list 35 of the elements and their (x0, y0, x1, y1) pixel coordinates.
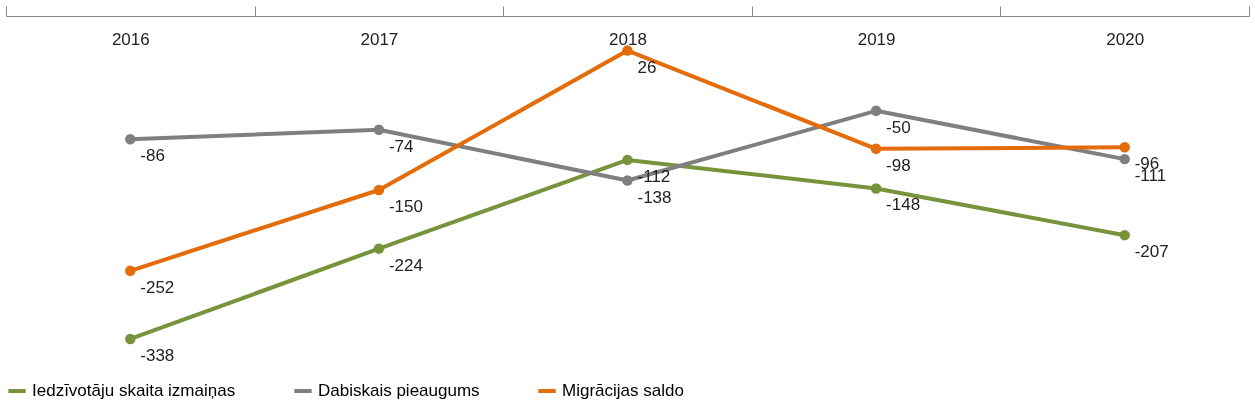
data-label: -338 (140, 345, 175, 365)
data-label: -150 (388, 197, 423, 217)
data-label: -98 (886, 155, 911, 175)
x-tick-label: 2020 (1106, 29, 1145, 49)
x-tick-label: 2017 (360, 29, 399, 49)
legend-label: Iedzīvotāju skaita izmaiņas (32, 381, 236, 400)
x-tick-label: 2016 (111, 29, 150, 49)
x-tick-label: 2018 (609, 29, 647, 49)
data-label: -74 (388, 136, 414, 156)
point (373, 184, 385, 196)
point (870, 143, 882, 155)
point (1119, 142, 1130, 153)
point (622, 45, 633, 56)
point (373, 124, 385, 136)
data-label: -148 (886, 195, 921, 215)
x-tick-label: 2019 (857, 29, 896, 49)
data-label: -207 (1134, 242, 1169, 262)
point (125, 333, 136, 345)
data-label: -252 (140, 277, 175, 297)
point (622, 175, 633, 186)
legend-label: Migrācijas saldo (562, 381, 684, 400)
data-label: -138 (637, 187, 672, 207)
data-label: -86 (140, 146, 165, 166)
point (1119, 229, 1130, 241)
point (1119, 153, 1130, 165)
point (125, 265, 136, 277)
point (870, 183, 882, 194)
point (870, 105, 882, 117)
point (622, 154, 633, 166)
legend-label: Dabiskais pieaugums (318, 381, 480, 400)
data-label: -50 (886, 117, 911, 137)
data-label: -224 (388, 255, 423, 275)
point (125, 134, 136, 145)
point (373, 243, 385, 254)
data-label: 26 (637, 57, 657, 77)
